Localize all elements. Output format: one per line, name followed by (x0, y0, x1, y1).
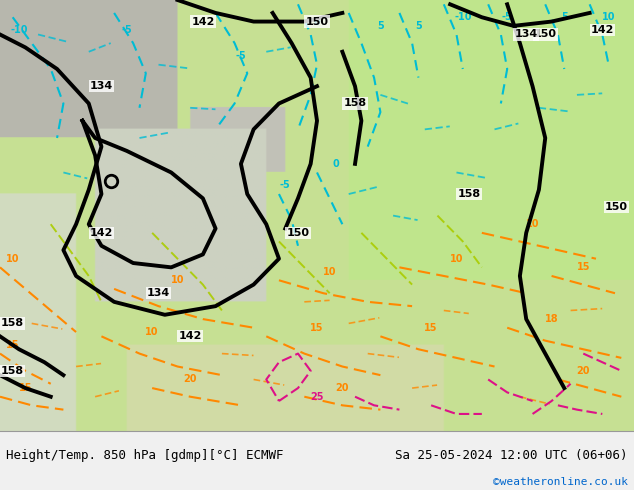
Text: 134: 134 (90, 81, 113, 91)
Text: 20: 20 (335, 383, 349, 393)
Text: 20: 20 (183, 374, 197, 385)
Text: 10: 10 (171, 275, 184, 285)
Text: 158: 158 (458, 189, 481, 199)
Text: 158: 158 (1, 366, 24, 376)
Text: 10: 10 (526, 219, 540, 229)
Text: -5: -5 (502, 12, 512, 22)
Text: 0: 0 (333, 159, 339, 169)
Text: Height/Temp. 850 hPa [gdmp][°C] ECMWF: Height/Temp. 850 hPa [gdmp][°C] ECMWF (6, 449, 284, 462)
Text: ©weatheronline.co.uk: ©weatheronline.co.uk (493, 477, 628, 487)
Text: -10: -10 (10, 25, 28, 35)
Text: 134: 134 (147, 288, 170, 298)
Text: 20: 20 (576, 366, 590, 376)
Text: 25: 25 (310, 392, 324, 402)
Text: Sa 25-05-2024 12:00 UTC (06+06): Sa 25-05-2024 12:00 UTC (06+06) (395, 449, 628, 462)
Text: 5: 5 (377, 21, 384, 31)
Text: 142: 142 (191, 17, 214, 26)
Text: 15: 15 (424, 323, 438, 333)
Text: -5: -5 (236, 51, 246, 61)
Text: 15: 15 (6, 340, 20, 350)
Text: -10: -10 (454, 12, 472, 22)
Text: 150: 150 (605, 202, 628, 212)
Text: -5: -5 (122, 25, 132, 35)
Text: 10: 10 (602, 12, 616, 22)
Text: 10: 10 (6, 254, 20, 264)
Text: 150: 150 (306, 17, 328, 26)
Text: 10: 10 (450, 254, 463, 264)
Text: 142: 142 (179, 331, 202, 342)
Text: 10: 10 (145, 327, 159, 337)
Text: 142: 142 (591, 25, 614, 35)
Text: 158: 158 (344, 98, 366, 108)
Text: 15: 15 (310, 323, 324, 333)
Text: -5: -5 (280, 180, 290, 191)
Text: 10: 10 (323, 267, 337, 277)
Text: 150: 150 (287, 228, 309, 238)
Text: 142: 142 (90, 228, 113, 238)
Text: 15: 15 (576, 262, 590, 272)
Text: 134: 134 (515, 29, 538, 40)
Text: 18: 18 (545, 314, 559, 324)
Text: 0: 0 (314, 17, 320, 26)
Text: 150: 150 (534, 29, 557, 40)
Text: 5: 5 (561, 12, 567, 22)
Text: 5: 5 (415, 21, 422, 31)
Text: 158: 158 (1, 318, 24, 328)
Text: 15: 15 (18, 383, 32, 393)
